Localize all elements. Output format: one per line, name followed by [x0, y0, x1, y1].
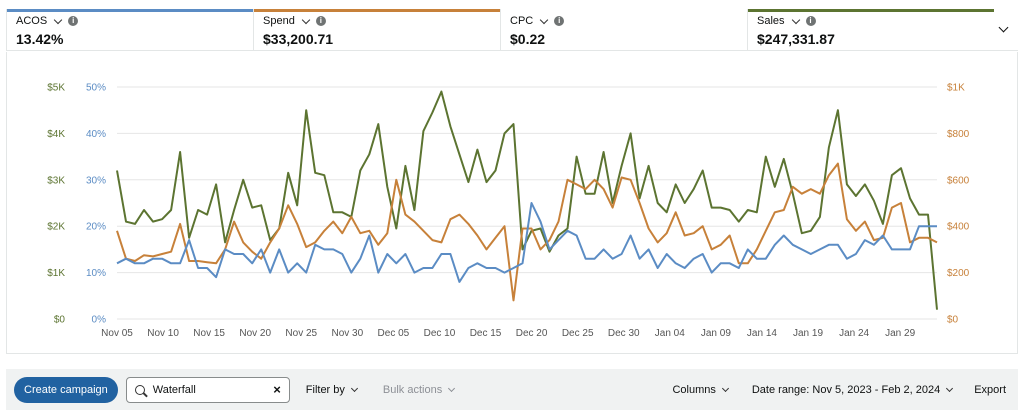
x-tick-label: Jan 24	[839, 328, 869, 339]
y-tick-spend: $0	[947, 315, 959, 326]
search-input-value[interactable]: Waterfall	[152, 383, 196, 396]
columns-dropdown[interactable]: Columns	[672, 383, 729, 396]
date-range-dropdown[interactable]: Date range: Nov 5, 2023 - Feb 2, 2024	[751, 383, 954, 396]
info-icon[interactable]: i	[805, 16, 816, 26]
search-input[interactable]: Waterfall ×	[125, 376, 290, 403]
y-tick-spend: $600	[947, 175, 970, 186]
x-tick-label: Nov 05	[101, 328, 133, 339]
y-tick-spend: $1K	[947, 83, 965, 94]
filter-by-dropdown[interactable]: Filter by	[305, 383, 358, 396]
metric-card-spend[interactable]: Spend i $33,200.71	[253, 9, 500, 51]
metric-value: $0.22	[510, 31, 546, 47]
series-line-acos	[116, 202, 937, 283]
export-button[interactable]: Export	[974, 383, 1006, 396]
info-icon[interactable]: i	[68, 16, 79, 26]
chevron-down-icon[interactable]	[539, 15, 549, 24]
clear-search-icon[interactable]: ×	[273, 382, 281, 397]
performance-chart-panel: $0 0% $0 $1K 10% $200 $2K 20% $400 $3K 30% $600 $4K 4…	[6, 52, 1018, 354]
x-tick-label: Dec 20	[516, 328, 548, 339]
x-tick-label: Dec 25	[562, 328, 594, 339]
y-tick-spend: $400	[947, 222, 970, 233]
create-campaign-button[interactable]: Create campaign	[14, 376, 118, 403]
metric-value: 13.42%	[16, 31, 64, 47]
y-tick-sales: $4K	[47, 129, 65, 140]
metric-color-bar	[501, 9, 747, 12]
x-tick-label: Jan 29	[885, 328, 915, 339]
chevron-down-icon	[350, 384, 358, 392]
x-tick-label: Dec 05	[378, 328, 410, 339]
y-tick-sales: $2K	[47, 222, 65, 233]
chevron-down-icon	[946, 384, 954, 392]
chevron-down-icon[interactable]	[791, 15, 800, 24]
bulk-actions-label: Bulk actions	[382, 383, 443, 396]
metric-label: Spend	[263, 15, 295, 27]
metric-color-bar	[748, 9, 994, 12]
metric-value: $33,200.71	[263, 31, 334, 47]
x-tick-label: Jan 14	[747, 328, 777, 339]
metrics-bar: ACOS i 13.42% Spend i $33,200.71 CPC i $…	[6, 9, 1018, 51]
x-tick-label: Nov 20	[239, 328, 271, 339]
metric-color-bar	[254, 9, 500, 12]
y-tick-acos: 30%	[86, 175, 106, 186]
campaign-toolbar: Create campaign Waterfall × Filter by Bu…	[6, 369, 1018, 410]
series-line-sales	[116, 90, 938, 310]
x-tick-label: Dec 15	[470, 328, 502, 339]
y-tick-acos: 40%	[86, 129, 106, 140]
info-icon[interactable]: i	[315, 16, 326, 26]
metric-card-acos[interactable]: ACOS i 13.42%	[6, 9, 253, 51]
metric-value: $247,331.87	[757, 31, 835, 47]
expand-metrics-button[interactable]	[994, 14, 1018, 44]
metric-card-cpc[interactable]: CPC i $0.22	[500, 9, 747, 51]
x-tick-label: Dec 10	[424, 328, 456, 339]
x-tick-label: Nov 25	[285, 328, 317, 339]
metric-label: CPC	[510, 15, 534, 27]
x-tick-label: Jan 19	[793, 328, 823, 339]
x-tick-label: Dec 30	[608, 328, 640, 339]
y-tick-sales: $3K	[47, 175, 65, 186]
x-tick-label: Jan 04	[655, 328, 685, 339]
chevron-down-icon	[721, 384, 729, 392]
y-tick-sales: $5K	[47, 83, 65, 94]
performance-chart: $0 0% $0 $1K 10% $200 $2K 20% $400 $3K 30% $600 $4K 4…	[47, 83, 970, 340]
y-tick-spend: $800	[947, 129, 970, 140]
y-tick-acos: 20%	[86, 222, 106, 233]
filter-by-label: Filter by	[305, 383, 345, 396]
x-tick-label: Nov 15	[193, 328, 225, 339]
chevron-down-icon[interactable]	[53, 15, 63, 24]
metric-label: Sales	[757, 15, 785, 27]
metric-color-bar	[7, 9, 253, 12]
metric-card-sales[interactable]: Sales i $247,331.87	[747, 9, 994, 51]
x-tick-label: Jan 09	[701, 328, 731, 339]
chevron-down-icon[interactable]	[301, 15, 311, 24]
x-tick-label: Nov 30	[331, 328, 363, 339]
y-tick-acos: 50%	[86, 83, 106, 94]
y-tick-spend: $200	[947, 268, 970, 279]
metric-label: ACOS	[16, 15, 48, 27]
search-icon	[134, 384, 145, 395]
y-tick-acos: 0%	[92, 315, 107, 326]
date-range-label: Date range: Nov 5, 2023 - Feb 2, 2024	[751, 383, 941, 396]
y-tick-acos: 10%	[86, 268, 106, 279]
y-tick-sales: $0	[54, 315, 66, 326]
columns-label: Columns	[672, 383, 716, 396]
x-tick-label: Nov 10	[147, 328, 179, 339]
y-tick-sales: $1K	[47, 268, 65, 279]
bulk-actions-dropdown[interactable]: Bulk actions	[382, 383, 456, 396]
info-icon[interactable]: i	[554, 16, 565, 26]
chevron-down-icon	[998, 22, 1009, 33]
chevron-down-icon	[448, 384, 456, 392]
